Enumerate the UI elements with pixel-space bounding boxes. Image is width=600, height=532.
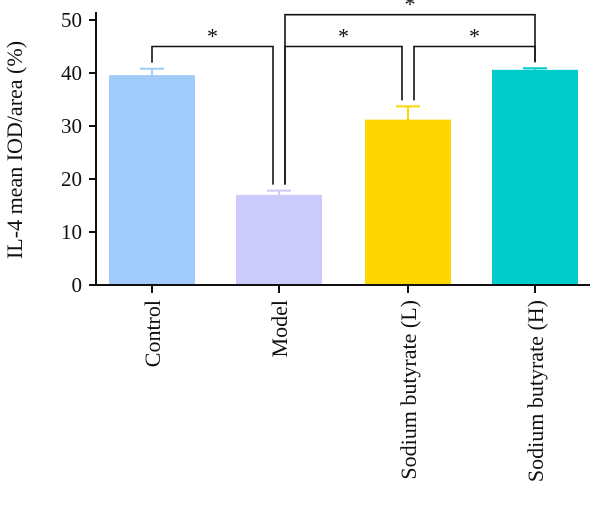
x-tick-label-0: Control — [140, 300, 165, 367]
y-tick-label-20: 20 — [61, 167, 82, 191]
error-bars-layer — [140, 67, 547, 195]
significance-star-3: * — [405, 0, 416, 17]
y-tick-label-50: 50 — [61, 8, 82, 32]
y-tick-label-30: 30 — [61, 114, 82, 138]
y-tick-label-40: 40 — [61, 61, 82, 85]
y-tick-label-0: 0 — [72, 273, 83, 297]
significance-star-1: * — [338, 24, 349, 49]
significance-bracket-3 — [284, 13, 536, 185]
y-axis-label: IL-4 mean IOD/area (%) — [2, 41, 27, 259]
x-ticks-layer: Control Model Sodium butyrate (L) Sodium bu… — [140, 285, 548, 482]
bars-layer — [109, 69, 578, 286]
bar-1 — [236, 194, 322, 285]
y-ticks-layer: 0 10 20 30 40 50 — [61, 8, 96, 297]
significance-layer: * * * * — [151, 0, 536, 185]
significance-star-0: * — [207, 24, 218, 49]
bar-0 — [109, 75, 195, 286]
bar-3 — [492, 69, 578, 285]
significance-star-2: * — [469, 24, 480, 49]
significance-bracket-0 — [151, 45, 274, 185]
y-tick-label-10: 10 — [61, 220, 82, 244]
axes-layer — [95, 12, 590, 286]
bar-2 — [365, 119, 451, 285]
x-tick-label-1: Model — [267, 300, 292, 357]
x-tick-label-3: Sodium butyrate (H) — [523, 300, 548, 482]
x-tick-label-2: Sodium butyrate (L) — [396, 300, 421, 480]
